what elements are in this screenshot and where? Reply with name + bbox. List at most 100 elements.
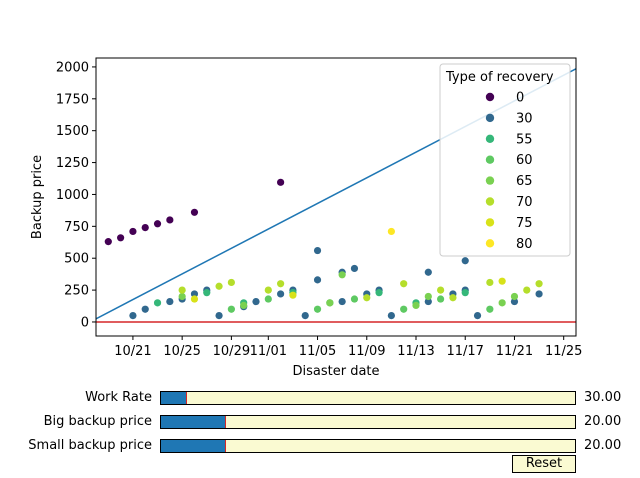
legend-label: 0	[516, 91, 524, 106]
legend: Type of recovery 0 30 55 60 65 70 75 80	[439, 63, 571, 257]
y-tick-label: 1000	[56, 188, 89, 203]
slider-track[interactable]	[160, 391, 576, 405]
y-tick-label: 250	[64, 284, 89, 299]
data-point	[449, 294, 457, 302]
legend-entries: 0 30 55 60 65 70 75 80	[485, 91, 533, 252]
data-point	[363, 294, 371, 302]
slider-handle[interactable]	[185, 392, 187, 404]
slider-small-backup-price[interactable]: Small backup price 20.00	[0, 438, 640, 455]
x-tick-label: 11/17	[446, 344, 483, 359]
data-point	[190, 295, 199, 303]
legend-marker	[485, 218, 495, 227]
data-point	[486, 278, 494, 287]
data-point	[313, 246, 322, 255]
slider-big-backup-price[interactable]: Big backup price 20.00	[0, 414, 640, 431]
legend-label: 80	[516, 237, 533, 252]
slider-value: 30.00	[584, 390, 622, 405]
slider-track[interactable]	[160, 415, 576, 429]
data-point	[215, 282, 223, 290]
x-tick-label: 10/29	[213, 344, 250, 359]
data-point	[104, 238, 112, 246]
legend-marker	[485, 92, 495, 102]
data-point	[141, 305, 149, 313]
data-point	[461, 257, 469, 265]
data-point	[227, 278, 235, 287]
data-point	[178, 292, 186, 301]
data-point	[338, 297, 346, 306]
slider-label: Big backup price	[43, 414, 152, 429]
data-point	[424, 268, 432, 276]
slider-work-rate[interactable]: Work Rate 30.00	[0, 390, 640, 407]
data-point	[510, 297, 519, 306]
data-point	[277, 290, 285, 298]
data-point	[153, 220, 162, 228]
legend-label: 75	[516, 216, 533, 231]
legend-label: 65	[516, 174, 533, 189]
slider-handle[interactable]	[225, 440, 227, 452]
slider-handle[interactable]	[225, 416, 227, 428]
x-tick-label: 11/25	[545, 344, 582, 359]
reset-button[interactable]: Reset	[512, 455, 576, 473]
x-tick-label: 11/01	[250, 344, 287, 359]
plot-points	[104, 178, 543, 320]
data-point	[129, 227, 137, 236]
data-point	[535, 280, 543, 288]
scatter-plot: 10/21 10/25 10/29 11/01 11/05 11/09 11/13 11/17…	[30, 57, 582, 379]
data-point	[141, 224, 149, 232]
legend-label: 30	[516, 111, 533, 126]
slider-fill	[161, 392, 186, 404]
legend-marker	[485, 113, 495, 123]
data-point	[350, 264, 359, 273]
data-point	[313, 305, 322, 313]
data-point	[190, 290, 199, 298]
x-tick-label: 11/13	[397, 344, 434, 359]
slider-track[interactable]	[160, 439, 576, 453]
data-point	[424, 292, 432, 301]
data-point	[215, 311, 223, 320]
x-tick-label: 10/25	[163, 344, 200, 359]
data-point	[400, 280, 408, 288]
data-point	[166, 297, 174, 306]
plot-frame	[95, 57, 577, 337]
data-point	[461, 289, 469, 297]
legend-box	[439, 63, 571, 257]
data-point	[535, 290, 543, 298]
slider-fill	[161, 440, 226, 452]
data-point	[387, 227, 395, 236]
data-point	[190, 208, 199, 216]
y-axis: 0 250 500 750 1000 1250 1500 1750 2000	[56, 60, 96, 330]
data-point	[227, 305, 235, 313]
data-point	[153, 299, 162, 307]
slider-value: 20.00	[584, 438, 622, 453]
data-point	[277, 280, 285, 288]
legend-marker	[485, 134, 495, 143]
legend-label: 55	[516, 132, 533, 147]
y-tick-label: 1500	[56, 124, 89, 139]
slider-value: 20.00	[584, 414, 622, 429]
data-point	[313, 276, 322, 284]
legend-marker	[485, 239, 495, 248]
y-axis-label: Backup price	[30, 155, 45, 239]
x-tick-label: 11/21	[496, 344, 533, 359]
data-point	[129, 311, 137, 320]
y-tick-label: 2000	[56, 60, 89, 75]
legend-marker	[485, 155, 495, 164]
data-point	[240, 301, 248, 309]
legend-label: 70	[516, 195, 533, 210]
data-point	[498, 299, 506, 307]
y-tick-label: 0	[81, 315, 89, 330]
x-axis-label: Disaster date	[292, 364, 379, 379]
data-point	[117, 234, 125, 242]
data-point	[523, 286, 531, 294]
data-point	[264, 295, 272, 303]
data-point	[510, 292, 519, 301]
data-point	[400, 305, 408, 313]
y-tick-label: 1250	[56, 156, 89, 171]
data-point	[252, 297, 260, 306]
legend-title: Type of recovery	[445, 70, 554, 85]
y-tick-label: 1750	[56, 92, 89, 107]
data-point	[437, 295, 445, 303]
data-point	[424, 297, 432, 306]
data-point	[326, 299, 334, 307]
y-tick-label: 500	[64, 252, 89, 267]
